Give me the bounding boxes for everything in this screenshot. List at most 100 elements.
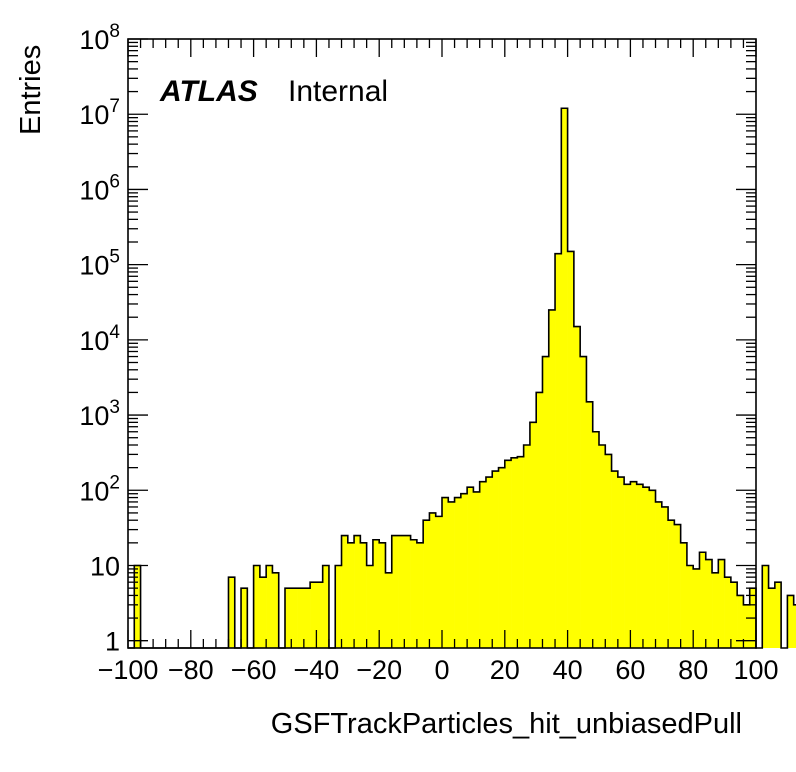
histogram-bin (542, 356, 550, 648)
x-tick-label: −40 (293, 655, 339, 685)
status-label: Internal (288, 75, 388, 108)
histogram-bin (573, 326, 581, 648)
x-tick-label: 80 (678, 655, 708, 685)
histogram-bin (360, 542, 367, 648)
histogram-bin (398, 535, 405, 648)
histogram-bin (291, 588, 298, 648)
histogram-bin (372, 539, 380, 648)
x-tick-label: 100 (733, 655, 778, 685)
histogram-bin (693, 568, 700, 648)
histogram-bin (611, 471, 619, 648)
histogram-bin (580, 356, 587, 648)
y-axis-title: Entries (15, 45, 47, 135)
histogram-bin (391, 535, 399, 648)
histogram-bin (555, 253, 562, 649)
x-tick-label: −100 (98, 655, 159, 685)
histogram-bin (649, 490, 656, 648)
x-axis-title: GSFTrackParticles_hit_unbiasedPull (271, 708, 742, 740)
histogram-bin (674, 524, 681, 648)
y-tick-label: 10 (90, 551, 120, 581)
histogram-bin (460, 493, 468, 648)
histogram-bin (442, 497, 449, 648)
histogram-bin (517, 456, 524, 648)
histogram-outline (128, 107, 796, 649)
histogram-bin (630, 481, 637, 648)
histogram-bin (448, 501, 455, 648)
histogram-bin (793, 604, 796, 648)
histogram-bin (272, 572, 280, 648)
histogram-bin (511, 457, 518, 648)
y-tick-label: 102 (79, 472, 120, 506)
histogram-bin (536, 392, 543, 648)
histogram-bin (686, 565, 694, 648)
histogram-bin (523, 445, 531, 648)
histogram-bin (404, 535, 411, 648)
histogram-bin (435, 516, 443, 648)
histogram-bin (718, 559, 725, 648)
histogram-bin (354, 535, 361, 648)
histogram-bin (416, 542, 424, 648)
x-axis-ticks: −100 −80 −60 −40 −20 0 20 40 60 80 100 (98, 39, 779, 685)
histogram-bin (228, 577, 236, 648)
y-tick-label: 106 (79, 171, 120, 205)
histogram-bin (661, 506, 669, 648)
histogram-bin (485, 477, 493, 648)
histogram-bin (379, 542, 386, 648)
histogram-bin (768, 588, 776, 648)
y-tick-label: 1 (105, 627, 120, 657)
histogram-bin (774, 582, 782, 648)
histogram-bin (473, 491, 480, 648)
histogram-bin (668, 520, 675, 648)
histogram-bin (454, 497, 462, 648)
histogram-bin (548, 309, 556, 648)
histogram-bin (134, 565, 141, 648)
histogram-bin (592, 431, 600, 648)
histogram-bin (586, 401, 594, 648)
y-tick-label: 107 (79, 96, 120, 130)
histogram-bin (599, 445, 606, 648)
histogram-bin (316, 582, 323, 648)
histogram-bin (567, 251, 575, 648)
histogram-bin (241, 588, 248, 648)
histogram-bin (712, 572, 719, 648)
histogram-bin (385, 572, 393, 648)
histogram-bin (341, 535, 349, 648)
y-tick-label: 105 (79, 247, 120, 281)
histogram-bin (498, 467, 506, 648)
x-tick-label: −20 (356, 655, 402, 685)
histogram-bin (699, 552, 707, 648)
experiment-label: ATLAS (159, 75, 258, 108)
x-tick-label: −80 (168, 655, 214, 685)
x-tick-label: 60 (615, 655, 645, 685)
histogram-bin (529, 422, 537, 648)
histogram-bin (636, 484, 644, 648)
histogram-bin (335, 565, 342, 648)
histogram-bin (624, 484, 631, 648)
x-tick-label: 20 (490, 655, 520, 685)
histogram-bin (410, 539, 418, 648)
histogram-bin (561, 108, 568, 648)
histogram-bin (762, 565, 769, 648)
histogram-bin (492, 471, 499, 648)
histogram-bin (605, 454, 612, 648)
y-axis-ticks: 1 10 102 103 104 105 106 107 108 (79, 21, 756, 657)
histogram-bin (787, 595, 794, 648)
histogram-bin (655, 501, 663, 648)
x-tick-label: 0 (434, 655, 449, 685)
histogram-bin (724, 577, 732, 648)
histogram-bin (322, 565, 330, 648)
y-tick-label: 103 (79, 397, 120, 431)
histogram-bin (347, 542, 355, 648)
y-tick-label: 104 (79, 322, 120, 356)
histogram-bin (310, 582, 317, 648)
histogram-bin (467, 487, 474, 648)
histogram-bin (297, 588, 305, 648)
histogram-bin (303, 588, 311, 648)
histogram-bin (259, 577, 267, 648)
histogram-bin (642, 487, 650, 648)
histogram-bin (743, 604, 751, 648)
histogram-bin (253, 565, 261, 648)
histogram-bin (680, 542, 688, 648)
x-tick-label: 40 (553, 655, 583, 685)
